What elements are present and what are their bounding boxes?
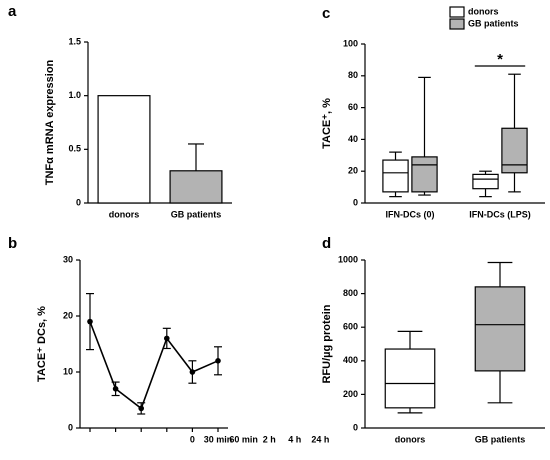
y-tick-label: 40 (348, 134, 358, 144)
panel-label: a (8, 3, 17, 20)
legend-swatch (449, 18, 465, 30)
y-tick-label: 800 (343, 288, 358, 298)
y-tick-label: 0 (353, 422, 358, 432)
line (89, 321, 219, 410)
y-tick-label: 600 (343, 322, 358, 332)
point (164, 335, 170, 342)
legend-label: GB patients (468, 18, 519, 28)
y-tick-label: 0 (68, 422, 73, 432)
y-tick-label: 0.5 (68, 144, 81, 154)
y-tick-label: 1000 (338, 254, 358, 264)
panel-label: c (322, 5, 330, 22)
box (382, 159, 409, 193)
y-tick-label: 1.5 (68, 36, 81, 46)
bar (97, 95, 151, 204)
box (474, 286, 526, 372)
panel-label: b (8, 235, 17, 252)
x-tick-label: 24 h (311, 434, 329, 444)
x-tick-label: GB patients (475, 434, 526, 444)
y-axis-label: TACE⁺, % (321, 98, 333, 149)
legend-swatch (449, 6, 465, 18)
x-tick-label: 4 h (288, 434, 301, 444)
box (384, 348, 436, 409)
y-tick-label: 0 (353, 197, 358, 207)
annotation: * (497, 51, 503, 68)
x-tick-label: 60 min (229, 434, 258, 444)
y-tick-label: 60 (348, 102, 358, 112)
y-axis-label: RFU/µg protein (321, 304, 333, 383)
box (501, 127, 528, 174)
y-tick-label: 200 (343, 389, 358, 399)
bar (169, 170, 223, 204)
box (472, 173, 499, 190)
y-tick-label: 20 (348, 166, 358, 176)
x-tick-label: donors (109, 209, 140, 219)
x-tick-label: donors (395, 434, 426, 444)
y-tick-label: 80 (348, 70, 358, 80)
point (87, 318, 93, 325)
x-tick-label: IFN-DCs (LPS) (469, 209, 531, 219)
y-tick-label: 20 (63, 310, 73, 320)
y-axis-label: TACE⁺ DCs, % (36, 306, 48, 382)
y-tick-label: 10 (63, 366, 73, 376)
x-tick-label: 0 (190, 434, 195, 444)
point (138, 405, 144, 412)
point (112, 386, 119, 392)
panel-label: d (322, 235, 331, 252)
y-tick-label: 30 (63, 254, 73, 264)
x-tick-label: IFN-DCs (0) (386, 209, 435, 219)
y-tick-label: 0 (76, 197, 81, 207)
legend-label: donors (468, 6, 499, 16)
point (189, 369, 196, 375)
y-tick-label: 100 (343, 38, 358, 48)
y-tick-label: 400 (343, 355, 358, 365)
x-tick-label: GB patients (171, 209, 222, 219)
y-tick-label: 1.0 (68, 90, 81, 100)
x-tick-label: 30 min (204, 434, 233, 444)
box (411, 156, 438, 193)
point (215, 358, 221, 364)
y-axis-label: TNFα mRNA expression (44, 59, 56, 185)
x-tick-label: 2 h (263, 434, 276, 444)
